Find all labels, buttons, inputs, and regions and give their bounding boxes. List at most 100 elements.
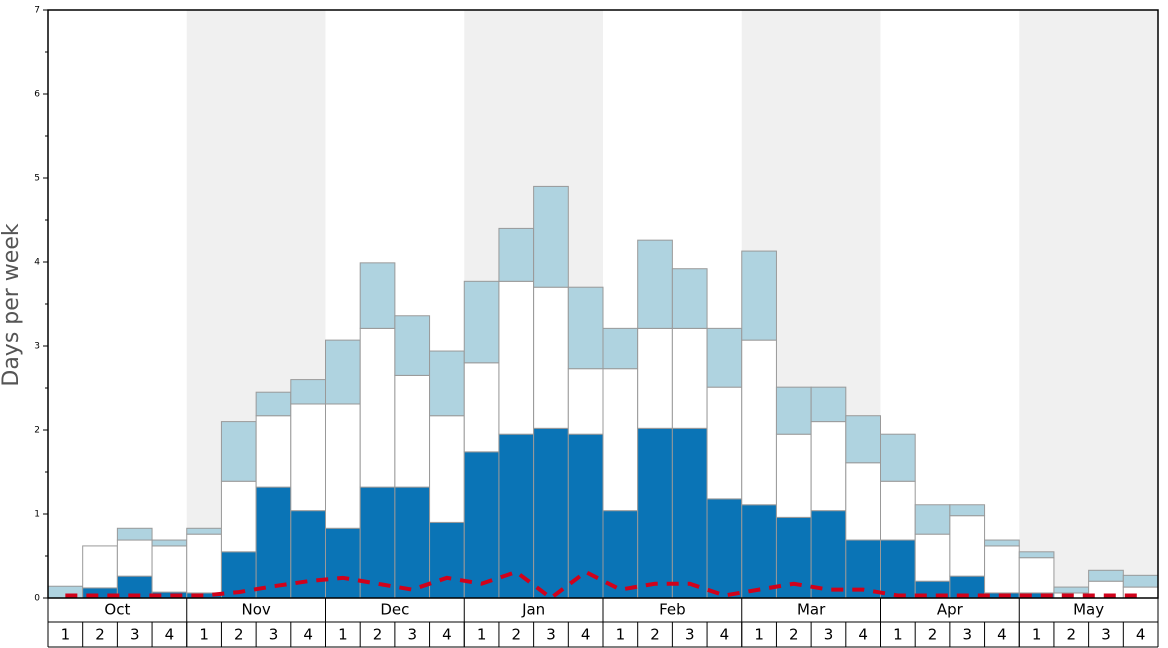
- bar-segment: [845, 415, 881, 464]
- bar-segment: [359, 262, 396, 329]
- bar-segment: [151, 539, 188, 547]
- bar-segment: [637, 327, 673, 429]
- month-label: Nov: [241, 601, 270, 619]
- bar-segment: [637, 239, 673, 329]
- y-axis-label: Days per week: [0, 223, 24, 386]
- x-tick-label: 1: [338, 626, 348, 644]
- bar-segment: [602, 368, 639, 512]
- x-tick-label: 3: [130, 626, 140, 644]
- bar-segment: [255, 415, 292, 488]
- bar-segment: [671, 268, 708, 329]
- y-tick-label: 5: [34, 174, 40, 184]
- y-tick-label: 1: [34, 510, 40, 520]
- x-tick-label: 3: [269, 626, 279, 644]
- bar-segment: [533, 286, 569, 429]
- month-label: Jan: [521, 601, 545, 619]
- bar-segment: [567, 286, 604, 370]
- bar-segment: [463, 280, 500, 364]
- x-tick-label: 2: [789, 626, 799, 644]
- bar-segment: [116, 539, 153, 577]
- x-tick-label: 4: [581, 626, 591, 644]
- bar-segment: [533, 427, 569, 599]
- x-tick-label: 1: [199, 626, 209, 644]
- x-tick-label: 2: [512, 626, 522, 644]
- bar-segment: [775, 516, 812, 599]
- bar-segment: [533, 185, 569, 288]
- bar-segment: [151, 545, 188, 593]
- bar-segment: [775, 433, 812, 518]
- bar-segment: [880, 480, 916, 541]
- bar-segment: [220, 480, 257, 553]
- month-shading: [1019, 10, 1158, 598]
- bar-segment: [498, 280, 535, 435]
- bar-segment: [359, 327, 396, 488]
- bar-segment: [914, 533, 951, 582]
- bar-segment: [706, 327, 743, 388]
- x-tick-label: 2: [650, 626, 660, 644]
- y-tick-label: 7: [34, 6, 40, 16]
- bar-segment: [706, 386, 743, 500]
- bar-segment: [394, 486, 431, 599]
- bar-segment: [775, 386, 812, 435]
- bar-segment: [880, 539, 916, 599]
- y-tick-label: 6: [34, 90, 40, 100]
- y-tick-label: 4: [34, 258, 40, 268]
- bar-segment: [325, 339, 361, 405]
- x-tick-label: 2: [928, 626, 938, 644]
- x-tick-label: 4: [997, 626, 1007, 644]
- bar-segment: [880, 433, 916, 482]
- x-tick-label: 1: [616, 626, 626, 644]
- bar-segment: [255, 486, 292, 599]
- bar-segment: [706, 498, 743, 599]
- bar-segment: [255, 391, 292, 417]
- month-label: Oct: [104, 601, 130, 619]
- bar-segment: [984, 545, 1020, 594]
- bar-segment: [741, 250, 777, 341]
- bar-segment: [463, 451, 500, 599]
- bar-segment: [1018, 557, 1055, 594]
- bar-segment: [116, 527, 153, 541]
- x-tick-label: 2: [234, 626, 244, 644]
- bar-segment: [220, 421, 257, 482]
- bar-segment: [671, 427, 708, 599]
- bar-segment: [845, 462, 881, 541]
- bar-segment: [741, 504, 777, 599]
- x-tick-label: 1: [754, 626, 764, 644]
- x-tick-label: 3: [1101, 626, 1111, 644]
- bar-segment: [186, 527, 222, 535]
- bar-segment: [671, 327, 708, 429]
- x-tick-label: 1: [893, 626, 903, 644]
- y-tick-label: 3: [34, 342, 40, 352]
- x-tick-label: 4: [303, 626, 313, 644]
- month-label: May: [1073, 601, 1104, 619]
- bar-segment: [290, 379, 326, 405]
- x-tick-label: 4: [858, 626, 868, 644]
- bar-segment: [1018, 551, 1055, 559]
- bar-segment: [498, 433, 535, 599]
- x-tick-label: 2: [1067, 626, 1077, 644]
- bar-segment: [949, 515, 986, 577]
- bar-segment: [949, 504, 986, 517]
- bar-segment: [186, 533, 222, 594]
- x-tick-label: 3: [962, 626, 972, 644]
- x-tick-label: 4: [442, 626, 452, 644]
- bar-segment: [394, 315, 431, 376]
- x-tick-label: 1: [61, 626, 71, 644]
- bar-segment: [325, 527, 361, 599]
- x-tick-label: 3: [546, 626, 556, 644]
- bar-segment: [984, 539, 1020, 547]
- x-tick-label: 4: [1136, 626, 1146, 644]
- bar-segment: [567, 368, 604, 435]
- month-label: Dec: [380, 601, 409, 619]
- bar-segment: [394, 374, 431, 488]
- bar-segment: [429, 521, 465, 599]
- bar-segment: [810, 510, 847, 599]
- bar-segment: [1122, 574, 1159, 588]
- x-tick-label: 3: [407, 626, 417, 644]
- bar-segment: [810, 386, 847, 423]
- bar-segment: [82, 545, 118, 589]
- x-tick-label: 2: [95, 626, 105, 644]
- x-tick-label: 4: [720, 626, 730, 644]
- x-tick-label: 3: [685, 626, 695, 644]
